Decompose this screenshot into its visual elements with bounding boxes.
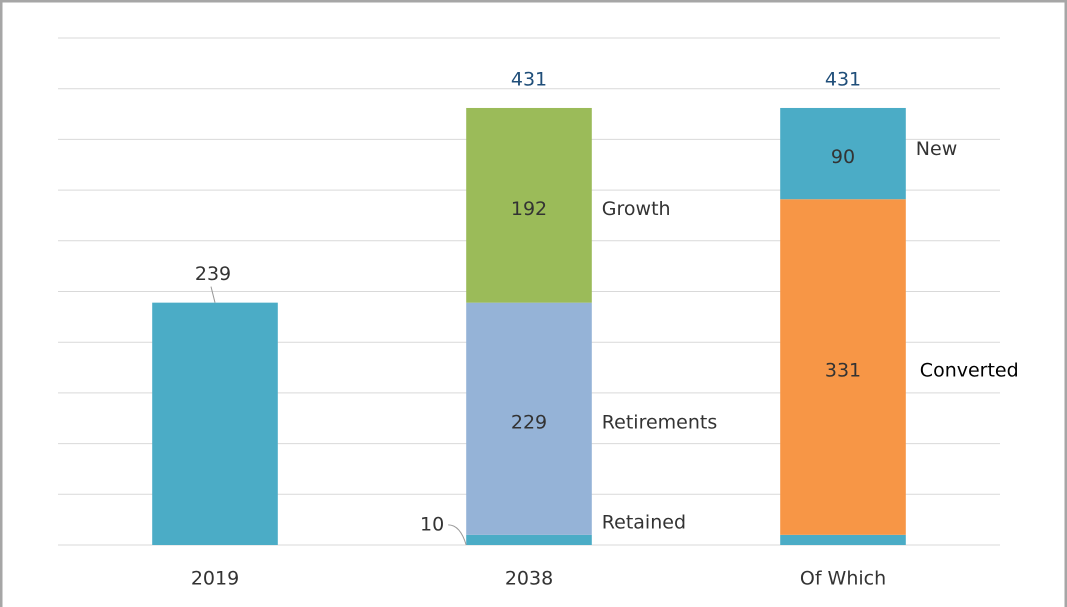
bar-segment	[780, 107, 906, 200]
data-label: 90	[831, 146, 855, 168]
data-label: 192	[511, 198, 547, 220]
series-label: Retained	[602, 511, 686, 533]
series-label: Retirements	[602, 411, 717, 433]
x-tick-label: 2038	[505, 568, 553, 590]
data-label: 10	[420, 513, 444, 535]
bar-segment	[780, 534, 906, 545]
bar-segment	[466, 107, 592, 303]
leader-line	[448, 524, 467, 546]
leader-line	[210, 286, 216, 303]
data-label: 239	[195, 263, 231, 285]
data-label: 331	[825, 360, 861, 382]
total-label: 431	[825, 68, 861, 90]
total-label: 431	[511, 68, 547, 90]
data-label: 229	[511, 411, 547, 433]
series-label: New	[916, 138, 957, 160]
x-tick-label: Of Which	[800, 568, 886, 590]
bar-segment	[152, 302, 278, 545]
series-label: Growth	[602, 198, 671, 220]
bar-segment	[466, 302, 592, 535]
x-tick-label: 2019	[191, 568, 239, 590]
bar-segment	[780, 199, 906, 535]
series-label: Converted	[920, 360, 1019, 382]
bar-segment	[466, 534, 592, 545]
